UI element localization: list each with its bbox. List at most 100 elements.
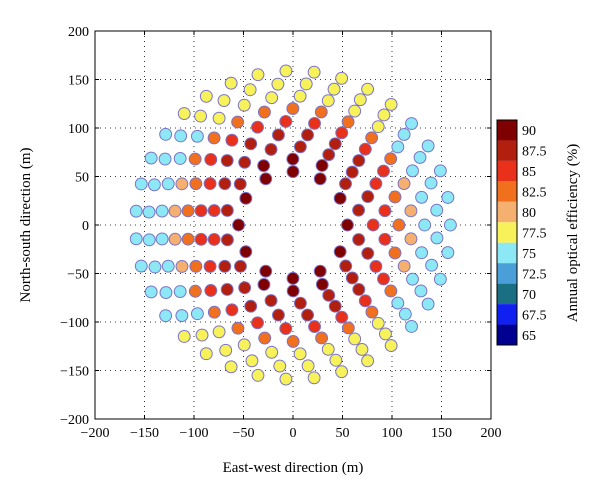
heliostat-point <box>159 127 173 141</box>
heliostat-point <box>199 347 213 361</box>
heliostat-point <box>328 299 342 313</box>
heliostat-point <box>218 177 232 191</box>
heliostat-point <box>377 164 390 178</box>
heliostat-point <box>352 233 366 246</box>
heliostat-point <box>430 231 444 245</box>
heliostat-point <box>384 284 398 298</box>
heliostat-point <box>220 233 234 247</box>
heliostat-point <box>224 360 238 374</box>
heliostat-point <box>286 334 300 348</box>
colorbar-tick-label: 67.5 <box>522 308 547 323</box>
heliostat-point <box>194 232 208 246</box>
heliostat-point <box>361 190 375 204</box>
heliostat-point <box>315 331 329 345</box>
heliostat-point <box>421 139 435 153</box>
colorbar-swatch <box>497 160 517 182</box>
heliostat-point <box>425 258 439 272</box>
heliostat-point <box>245 354 259 368</box>
colorbar-tick-label: 90 <box>522 124 536 139</box>
heliostat-point <box>339 177 352 191</box>
heliostat-point <box>405 320 418 333</box>
heliostat-point <box>333 245 347 259</box>
colorbar-label: Annual optical efficiency (%) <box>565 144 581 322</box>
y-tick-label: 150 <box>68 74 89 89</box>
x-tick-label: −50 <box>233 426 255 441</box>
heliostat-point <box>307 65 321 79</box>
heliostat-point <box>301 359 315 373</box>
heliostat-point <box>315 277 329 291</box>
heliostat-point <box>315 159 329 172</box>
heliostat-point <box>405 117 418 130</box>
heliostat-point <box>264 142 278 156</box>
heliostat-point <box>352 203 366 217</box>
heliostat-point <box>181 232 195 246</box>
x-tick-label: 200 <box>481 426 502 441</box>
y-axis-label: North-south direction (m) <box>18 148 34 303</box>
heliostat-point <box>384 152 398 166</box>
heliostat-point <box>181 204 195 218</box>
x-tick-label: 150 <box>431 426 452 441</box>
colorbar-tick-label: 72.5 <box>522 267 547 282</box>
heliostat-point <box>366 218 380 232</box>
heliostat-point <box>232 218 245 232</box>
heliostat-point <box>355 343 369 356</box>
y-tick-label: 100 <box>68 122 89 137</box>
heliostat-point <box>142 205 156 219</box>
x-axis-label: East-west direction (m) <box>223 460 364 476</box>
x-axis-ticks: −200 −150 −100 −50 0 50 100 150 200 <box>81 31 502 441</box>
x-tick-label: 100 <box>382 426 403 441</box>
grid-lines <box>95 31 491 419</box>
heliostat-point <box>175 309 189 322</box>
heliostat-point <box>377 108 391 122</box>
colorbar-swatch <box>497 324 517 345</box>
heliostat-point <box>161 259 175 273</box>
plot-frame <box>94 30 492 420</box>
colorbar-tick-label: 85 <box>522 165 536 180</box>
heliostat-point <box>224 76 238 90</box>
heliostat-point <box>177 330 191 343</box>
heliostat-point <box>194 204 208 218</box>
heliostat-point <box>147 178 161 192</box>
heliostat-point <box>251 120 264 134</box>
heliostat-point <box>308 116 321 130</box>
heliostat-point <box>273 359 287 373</box>
heliostat-point <box>225 303 239 317</box>
y-tick-label: −100 <box>60 316 89 331</box>
heliostat-point <box>158 152 172 166</box>
heliostat-point <box>265 345 279 359</box>
heliostat-point <box>177 107 191 120</box>
heliostat-point <box>404 232 418 246</box>
heliostat-point <box>199 89 213 103</box>
heliostat-point <box>352 283 366 296</box>
y-tick-label: 50 <box>75 171 89 186</box>
heliostat-point <box>217 94 231 107</box>
heliostat-point <box>414 284 428 298</box>
heliostat-point <box>144 285 158 299</box>
heliostat-point <box>322 148 336 162</box>
heliostat-point <box>391 296 405 310</box>
x-tick-label: −100 <box>180 426 209 441</box>
heliostat-point <box>203 177 217 191</box>
heliostat-point <box>339 259 353 273</box>
heliostat-point <box>173 285 187 298</box>
colorbar-swatch <box>497 201 517 223</box>
heliostat-point <box>203 259 217 273</box>
colorbar-tick-label: 87.5 <box>522 145 547 160</box>
heliostat-point <box>293 296 307 310</box>
heliostat-point <box>239 191 253 205</box>
heliostat-point <box>134 259 148 273</box>
heliostat-point <box>220 154 234 167</box>
y-tick-label: −200 <box>60 413 89 428</box>
heliostat-point <box>308 320 321 334</box>
heliostat-point <box>413 150 427 164</box>
heliostat-point <box>424 176 438 190</box>
heliostat-point <box>313 172 327 186</box>
heliostat-point <box>239 245 253 259</box>
heliostat-point <box>189 259 203 273</box>
heliostat-point <box>433 164 447 178</box>
heliostat-point <box>321 94 335 108</box>
heliostat-point <box>286 102 300 116</box>
heliostat-point <box>257 159 271 173</box>
heliostat-point <box>212 325 226 339</box>
heliostat-point <box>365 305 379 319</box>
